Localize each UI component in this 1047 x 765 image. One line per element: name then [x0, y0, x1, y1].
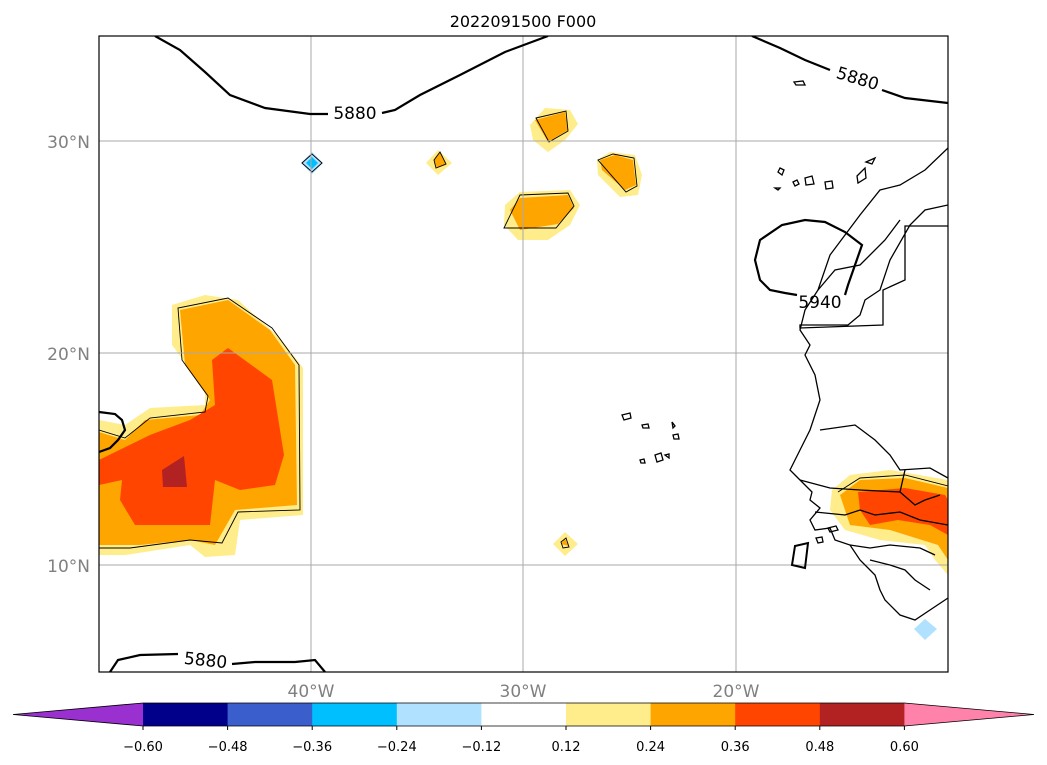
contour-5880-north-a: [154, 36, 328, 116]
map-frame: [98, 35, 949, 673]
coastlines: [621, 80, 948, 621]
border-morocco: [799, 204, 948, 329]
colorbar-tick-label: 0.24: [636, 740, 665, 755]
colorbar-box: [143, 703, 229, 726]
colorbar-tick-label: −0.12: [461, 740, 501, 755]
map-title: 2022091500 F000: [450, 12, 597, 31]
contour-label-5940: 5940: [798, 293, 841, 313]
border-sahel-3: [814, 509, 948, 526]
contour-5880-north-b: [381, 36, 549, 115]
colorbar: [12, 702, 1035, 727]
shaded-negative-cells: [301, 152, 937, 640]
colorbar-tick-label: −0.48: [208, 740, 248, 755]
colorbar-box: [819, 703, 905, 726]
border-sahel-2: [799, 469, 906, 493]
colorbar-tick-label: 0.12: [552, 740, 581, 755]
colorbar-ticks: −0.60 −0.48 −0.36 −0.24 −0.12 0.12 0.24 0.36 0.4…: [123, 726, 919, 755]
contour-5880-south-b: [109, 652, 179, 672]
colorbar-extend-min: [13, 703, 143, 726]
colorbar-box: [227, 703, 313, 726]
colorbar-box: [312, 703, 398, 726]
lon-label-40w: 40°W: [288, 682, 335, 702]
contour-5880-south-c: [231, 658, 326, 672]
colorbar-box: [396, 703, 482, 726]
contour-5940: [753, 218, 864, 297]
border-sahel-5: [869, 559, 931, 591]
map-area: 5880 5880 5940 5880: [99, 36, 948, 673]
border-mauritania: [817, 219, 901, 291]
lon-label-30w: 30°W: [500, 682, 547, 702]
lat-label-10n: 10°N: [47, 557, 90, 577]
lon-label-20w: 20°W: [713, 682, 760, 702]
colorbar-box: [735, 703, 821, 726]
border-sahel-4: [849, 544, 936, 556]
contour-label-5880-north: 5880: [333, 104, 376, 124]
contour-5880-northeast-b: [881, 88, 948, 105]
lat-label-20n: 20°N: [47, 345, 90, 365]
colorbar-tick-label: 0.60: [890, 740, 919, 755]
contour-label-5880-south: 5880: [183, 649, 228, 673]
colorbar-box: [566, 703, 652, 726]
height-contours: [99, 36, 948, 672]
colorbar-box: [650, 703, 736, 726]
shaded-region-west: [99, 295, 303, 557]
colorbar-tick-label: −0.24: [377, 740, 417, 755]
border-sahel-6: [899, 491, 941, 506]
colorbar-tick-label: 0.48: [805, 740, 834, 755]
shaded-small-cells: [426, 108, 642, 556]
thin-contours: [99, 110, 948, 549]
colorbar-extend-max: [904, 703, 1034, 726]
border-sahel-1: [819, 424, 948, 479]
colorbar-tick-label: −0.60: [123, 740, 163, 755]
shaded-region-east: [830, 470, 948, 575]
lat-label-30n: 30°N: [47, 133, 90, 153]
colorbar-box: [481, 703, 567, 726]
contour-5880-northeast-a: [751, 36, 831, 72]
colorbar-tick-label: −0.36: [292, 740, 332, 755]
colorbar-tick-label: 0.36: [721, 740, 750, 755]
contour-5880-south-a: [99, 410, 127, 454]
